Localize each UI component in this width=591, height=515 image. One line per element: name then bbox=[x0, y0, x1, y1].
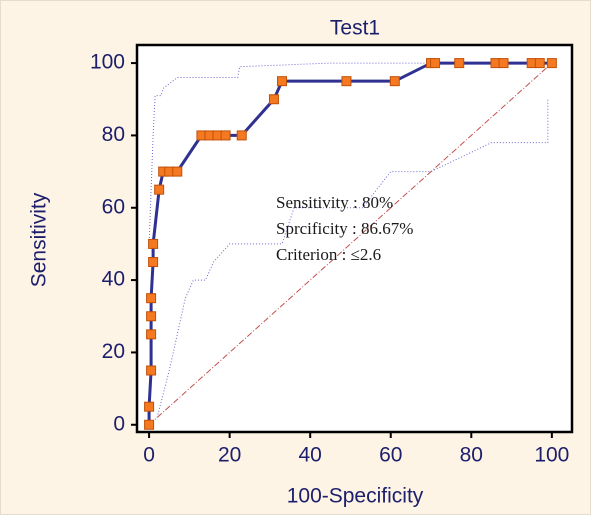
annotation: Sprcificity : 86.67% bbox=[276, 219, 413, 238]
y-axis-label: Sensitivity bbox=[28, 192, 51, 287]
x-tick-label: 0 bbox=[143, 444, 155, 467]
y-tick-label: 20 bbox=[102, 340, 125, 363]
marker bbox=[546, 58, 557, 69]
marker bbox=[146, 329, 157, 340]
marker bbox=[146, 293, 157, 304]
x-tick-label: 20 bbox=[218, 444, 241, 467]
y-tick-label: 60 bbox=[102, 195, 125, 218]
y-tick-label: 0 bbox=[113, 412, 125, 435]
x-tick-label: 100 bbox=[534, 444, 569, 467]
x-tick-label: 80 bbox=[460, 444, 483, 467]
y-tick-label: 100 bbox=[90, 51, 125, 74]
marker bbox=[148, 238, 159, 249]
marker bbox=[154, 184, 165, 195]
chart-title: Test1 bbox=[330, 17, 380, 40]
x-tick-label: 60 bbox=[379, 444, 402, 467]
annotation: Criterion : ≤2.6 bbox=[276, 245, 381, 264]
marker bbox=[341, 76, 352, 87]
marker bbox=[144, 401, 155, 412]
y-tick-label: 80 bbox=[102, 123, 125, 146]
marker bbox=[220, 130, 231, 141]
marker bbox=[454, 58, 465, 69]
x-axis-label: 100-Specificity bbox=[287, 485, 424, 508]
marker bbox=[144, 419, 155, 430]
reference-line bbox=[148, 62, 553, 426]
marker bbox=[389, 76, 400, 87]
annotation: Sensitivity : 80% bbox=[276, 193, 393, 212]
marker bbox=[498, 58, 509, 69]
plot-area bbox=[137, 45, 572, 432]
marker bbox=[146, 311, 157, 322]
x-tick-label: 40 bbox=[299, 444, 322, 467]
plot-border bbox=[135, 43, 574, 434]
marker bbox=[430, 58, 441, 69]
y-tick-label: 40 bbox=[102, 268, 125, 291]
marker bbox=[277, 76, 287, 87]
confidence-band bbox=[156, 99, 549, 418]
marker bbox=[534, 58, 545, 69]
marker bbox=[148, 257, 159, 268]
marker bbox=[236, 130, 247, 141]
marker bbox=[172, 166, 183, 177]
marker bbox=[146, 365, 157, 376]
marker bbox=[268, 94, 279, 105]
